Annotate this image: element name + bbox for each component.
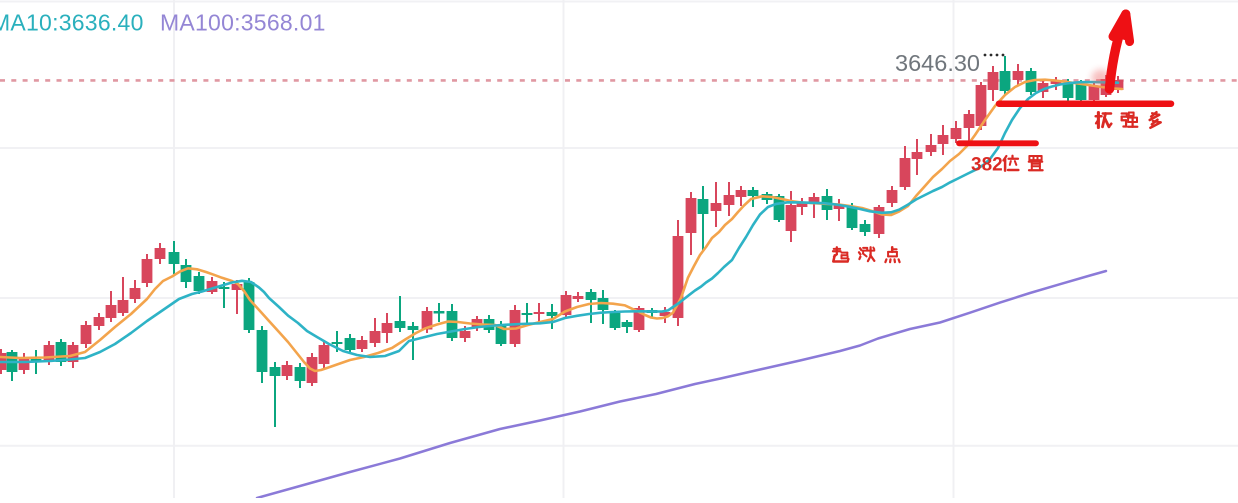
svg-text:MA100:3568.01: MA100:3568.01 <box>160 10 326 36</box>
svg-text:382: 382 <box>971 155 1003 176</box>
svg-text:MA10:3636.40: MA10:3636.40 <box>0 10 144 36</box>
svg-text:3646.30: 3646.30 <box>895 50 980 76</box>
